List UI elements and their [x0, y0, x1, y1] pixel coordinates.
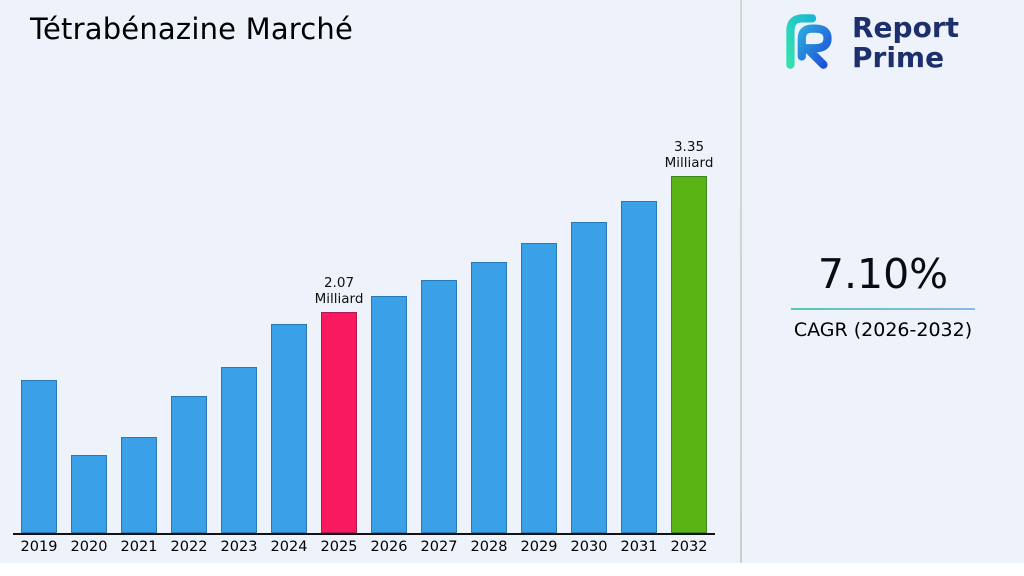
- cagr-underline: [791, 308, 975, 310]
- bar-2029: [521, 243, 557, 533]
- cagr-block: 7.10% CAGR (2026-2032): [742, 250, 1024, 341]
- x-label-2020: 2020: [70, 539, 108, 555]
- chart-column-2024: [264, 113, 314, 533]
- bar-2023: [221, 367, 257, 533]
- cagr-label: CAGR (2026-2032): [793, 319, 973, 341]
- x-label-2026: 2026: [370, 539, 408, 555]
- bar-2032: [671, 176, 707, 533]
- chart-column-2028: [464, 113, 514, 533]
- bar-2027: [421, 280, 457, 533]
- report-prime-logo: Report Prime: [776, 8, 959, 78]
- bottom-strip: [0, 563, 1024, 576]
- logo-line-report: Report: [852, 11, 960, 44]
- bar-2026: [371, 296, 407, 533]
- x-label-2031: 2031: [620, 539, 658, 555]
- chart-column-2029: [514, 113, 564, 533]
- bar-2031: [621, 201, 657, 533]
- bar-2028: [471, 262, 507, 533]
- chart-column-2032: 3.35 Milliard: [664, 113, 714, 533]
- chart-columns: 2.07 Milliard 3.35 Milliard: [14, 113, 714, 533]
- bar-2025: [321, 312, 357, 533]
- logo-line-prime: Prime: [852, 41, 945, 74]
- bar-2022: [171, 396, 207, 533]
- cagr-value: 7.10%: [817, 250, 949, 298]
- bar-2024: [271, 324, 307, 533]
- report-prime-logo-text: Report Prime: [852, 13, 959, 73]
- chart-column-2022: [164, 113, 214, 533]
- x-label-2021: 2021: [120, 539, 158, 555]
- chart-column-2021: [114, 113, 164, 533]
- x-label-2022: 2022: [170, 539, 208, 555]
- bar-annotation-2032: 3.35 Milliard: [664, 139, 714, 171]
- x-label-2019: 2019: [20, 539, 58, 555]
- page-title: Tétrabénazine Marché: [30, 12, 354, 46]
- chart-column-2026: [364, 113, 414, 533]
- x-label-2029: 2029: [520, 539, 558, 555]
- x-label-2032: 2032: [670, 539, 708, 555]
- x-label-2024: 2024: [270, 539, 308, 555]
- bar-2030: [571, 222, 607, 533]
- chart-column-2020: [64, 113, 114, 533]
- bar-2021: [121, 437, 157, 533]
- x-label-2023: 2023: [220, 539, 258, 555]
- report-prime-logo-icon: [776, 8, 842, 78]
- x-label-2030: 2030: [570, 539, 608, 555]
- bar-2020: [71, 455, 107, 533]
- chart-column-2030: [564, 113, 614, 533]
- chart-xlabels: 2019 2020 2021 2022 2023 2024 2025 2026 2027 2028…: [14, 539, 714, 555]
- chart-column-2027: [414, 113, 464, 533]
- x-axis-line: [13, 533, 715, 535]
- bar-annotation-2025: 2.07 Milliard: [314, 275, 364, 307]
- chart-column-2023: [214, 113, 264, 533]
- chart-column-2025: 2.07 Milliard: [314, 113, 364, 533]
- bar-2019: [21, 380, 57, 533]
- x-label-2027: 2027: [420, 539, 458, 555]
- x-label-2028: 2028: [470, 539, 508, 555]
- x-label-2025: 2025: [320, 539, 358, 555]
- chart-column-2019: [14, 113, 64, 533]
- chart-column-2031: [614, 113, 664, 533]
- vertical-divider: [740, 0, 742, 563]
